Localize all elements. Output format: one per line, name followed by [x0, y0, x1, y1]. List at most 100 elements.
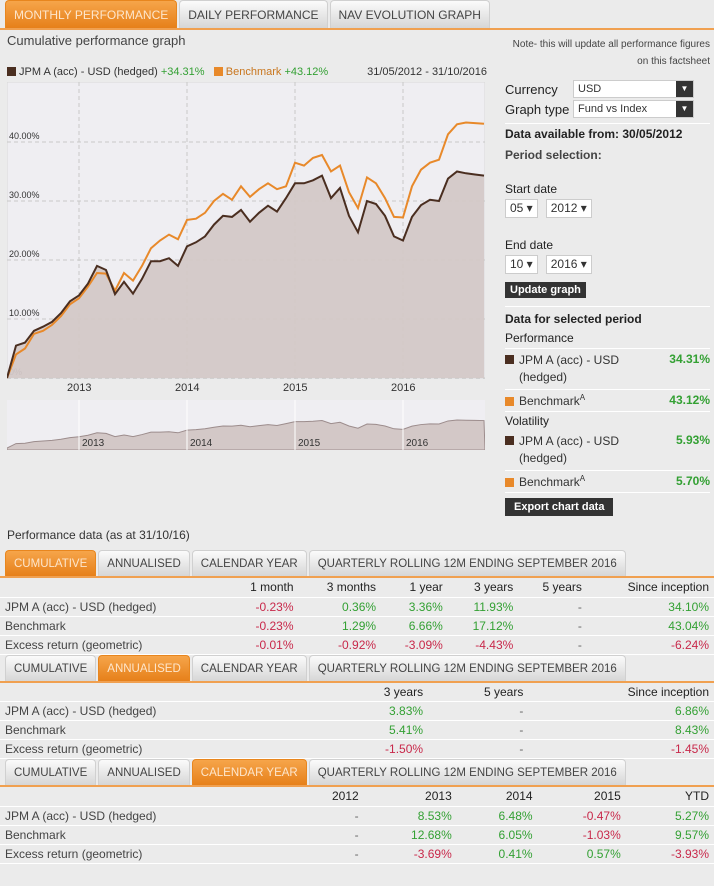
bench-swatch-icon — [505, 397, 514, 406]
table-cell: -3.09% — [381, 635, 448, 655]
row-label: Excess return (geometric) — [0, 635, 225, 655]
chart-navigator[interactable]: 2013 2014 2015 2016 — [7, 400, 485, 450]
selected-period-heading: Data for selected period — [505, 306, 710, 326]
end-month-select[interactable]: 10 ▾ — [505, 255, 538, 274]
table-cell: 6.05% — [456, 825, 538, 845]
column-header: 2013 — [363, 787, 457, 807]
performance-tabs: CUMULATIVE ANNUALISED CALENDAR YEAR QUARTER… — [0, 550, 714, 578]
tab-calendar[interactable]: CALENDAR YEAR — [191, 550, 307, 576]
table-cell: 34.10% — [586, 597, 714, 617]
table-cell: 6.66% — [381, 616, 448, 636]
period-selection: Period selection: — [505, 148, 602, 162]
fund-swatch-icon — [505, 436, 514, 445]
table-cell: -0.47% — [537, 806, 626, 826]
x-tick-label: 2014 — [175, 382, 200, 394]
tab-annualised[interactable]: ANNUALISED — [98, 759, 190, 785]
performance-heading: Performance — [505, 331, 710, 349]
column-header: 3 years — [327, 682, 429, 702]
row-label: Excess return (geometric) — [0, 844, 297, 864]
perf-bench-row: BenchmarkA 43.12% — [505, 390, 710, 412]
end-year-select[interactable]: 2016 ▾ — [545, 255, 592, 274]
tab-quarterly[interactable]: QUARTERLY ROLLING 12M ENDING SEPTEMBER 2… — [308, 550, 626, 576]
table-row: Benchmark -12.68% 6.05% -1.03% 9.57% — [0, 825, 714, 845]
column-header: 3 months — [298, 578, 382, 598]
graph-type-select[interactable]: Fund vs Index ▼ — [573, 100, 694, 118]
tab-monthly-performance[interactable]: MONTHLY PERFORMANCE — [5, 0, 178, 28]
tab-nav-evolution-graph[interactable]: NAV EVOLUTION GRAPH — [329, 0, 490, 28]
column-header: 5 years — [518, 578, 587, 598]
performance-chart: 0%10.00%20.00%30.00%40.00% — [7, 82, 485, 379]
tab-quarterly[interactable]: QUARTERLY ROLLING 12M ENDING SEPTEMBER 2… — [308, 759, 626, 785]
update-graph-button[interactable]: Update graph — [505, 282, 586, 298]
legend-fund: JPM A (acc) - USD (hedged) — [19, 66, 158, 78]
table-header-row: 1 month 3 months 1 year 3 years 5 years Since… — [0, 578, 714, 598]
note-line-1: Note- this will update all performance f… — [512, 39, 710, 50]
performance-tabs: CUMULATIVE ANNUALISED CALENDAR YEAR QUARTER… — [0, 759, 714, 787]
table-row: Excess return (geometric) - -3.69% 0.41% 0.5… — [0, 844, 714, 864]
tab-calendar[interactable]: CALENDAR YEAR — [191, 654, 307, 681]
navigator-tick-label: 2014 — [190, 438, 213, 449]
table-cell: - — [428, 739, 529, 759]
table-cell: 8.53% — [363, 806, 457, 826]
table-row: JPM A (acc) - USD (hedged) 3.83% -6.86% — [0, 701, 714, 721]
tab-cumulative[interactable]: CUMULATIVE — [5, 550, 97, 576]
fund-swatch-icon — [505, 355, 514, 364]
table-cell: -0.23% — [224, 616, 299, 636]
tab-daily-performance[interactable]: DAILY PERFORMANCE — [179, 0, 328, 28]
table-cell: 3.83% — [327, 701, 429, 721]
table-cell: 11.93% — [447, 597, 519, 617]
fund-name: JPM A (acc) - USD (hedged) — [519, 353, 620, 384]
y-tick-label: 30.00% — [9, 190, 40, 200]
table-cell: - — [428, 720, 529, 740]
tab-annualised[interactable]: ANNUALISED — [98, 654, 190, 681]
volatility-heading: Volatility — [505, 414, 550, 428]
table-cell: 43.04% — [586, 616, 714, 636]
table-row: JPM A (acc) - USD (hedged) -8.53% 6.48% -0.… — [0, 806, 714, 826]
vol-fund-row: JPM A (acc) - USD (hedged) 5.93% — [505, 430, 710, 471]
start-year-select[interactable]: 2012 ▾ — [545, 199, 592, 218]
table-cell: 8.43% — [528, 720, 714, 740]
data-available: Data available from: 30/05/2012 — [505, 123, 710, 141]
legend-bench-value: +43.12% — [284, 66, 329, 78]
end-date-label: End date — [505, 238, 554, 252]
tab-cumulative[interactable]: CUMULATIVE — [5, 654, 97, 681]
perf-fund-row: JPM A (acc) - USD (hedged) 34.31% — [505, 349, 710, 390]
currency-select[interactable]: USD ▼ — [573, 80, 694, 98]
x-tick-label: 2015 — [283, 382, 308, 394]
legend-fund-value: +34.31% — [160, 66, 205, 78]
column-header: 2012 — [296, 787, 364, 807]
navigator-tick-label: 2013 — [82, 438, 105, 449]
column-header: 1 year — [381, 578, 448, 598]
date-range: 31/05/2012 - 31/10/2016 — [367, 66, 487, 78]
tab-quarterly[interactable]: QUARTERLY ROLLING 12M ENDING SEPTEMBER 2… — [308, 654, 626, 681]
table-cell: - — [518, 635, 587, 655]
main-tabs: MONTHLY PERFORMANCE DAILY PERFORMANCE NA… — [0, 0, 714, 30]
fund-name: JPM A (acc) - USD (hedged) — [519, 434, 620, 465]
column-header: 2015 — [537, 787, 626, 807]
currency-label: Currency — [505, 81, 558, 97]
tab-cumulative[interactable]: CUMULATIVE — [5, 759, 97, 785]
table-cell: - — [518, 616, 587, 636]
table-row: JPM A (acc) - USD (hedged) -0.23% 0.36% 3.3… — [0, 597, 714, 617]
x-tick-label: 2016 — [391, 382, 416, 394]
performance-tabs: CUMULATIVE ANNUALISED CALENDAR YEAR QUARTER… — [0, 654, 714, 683]
chart-title: Cumulative performance graph — [7, 33, 186, 48]
start-month-select[interactable]: 05 ▾ — [505, 199, 538, 218]
x-tick-label: 2013 — [67, 382, 92, 394]
table-cell: 9.57% — [625, 825, 714, 845]
export-chart-data-button[interactable]: Export chart data — [505, 498, 614, 516]
table-row: Excess return (geometric) -1.50% - -1.45% — [0, 739, 714, 759]
tab-annualised[interactable]: ANNUALISED — [98, 550, 190, 576]
table-cell: -1.50% — [327, 739, 429, 759]
column-header: 2014 — [456, 787, 538, 807]
note-line-2: on this factsheet — [637, 56, 710, 67]
y-tick-label: 10.00% — [9, 308, 40, 318]
row-label: Benchmark — [0, 720, 328, 740]
navigator-tick-label: 2015 — [298, 438, 321, 449]
row-label: Benchmark — [0, 616, 225, 636]
table-row: Excess return (geometric) -0.01% -0.92% -3.… — [0, 635, 714, 655]
graph-type-value: Fund vs Index — [578, 103, 648, 115]
tab-calendar[interactable]: CALENDAR YEAR — [191, 759, 307, 785]
table-cell: - — [296, 806, 364, 826]
navigator-tick-label: 2016 — [406, 438, 429, 449]
